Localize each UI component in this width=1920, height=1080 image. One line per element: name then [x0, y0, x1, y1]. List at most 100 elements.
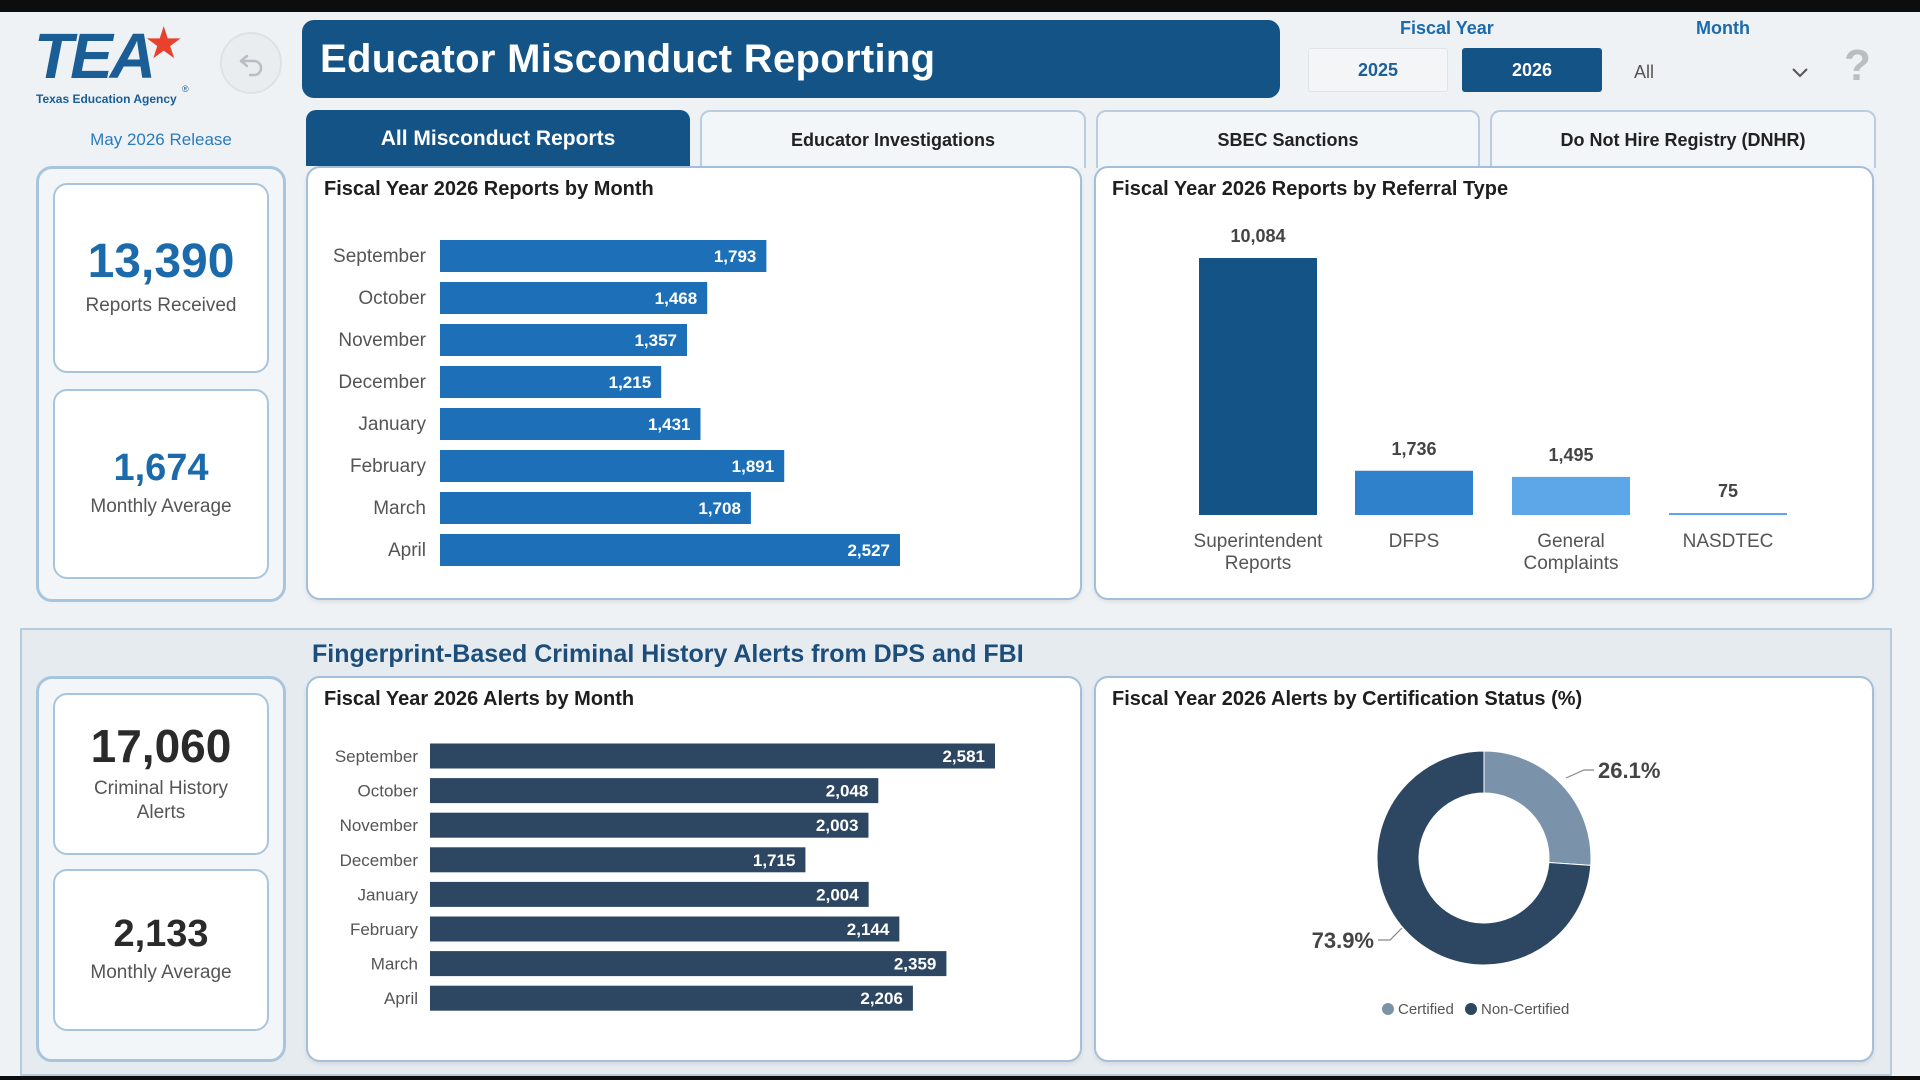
- reports-by-month-chart: September 1,793 October 1,468 November 1,357 D…: [333, 240, 900, 566]
- category-label: NASDTEC: [1683, 531, 1774, 552]
- bar[interactable]: [430, 881, 869, 907]
- data-label: 1,708: [698, 499, 741, 518]
- bar[interactable]: [440, 408, 701, 440]
- category-label: January: [358, 885, 419, 904]
- bar[interactable]: [1355, 470, 1473, 515]
- page-title: Educator Misconduct Reporting: [320, 36, 936, 81]
- logo-wordmark: TEA: [34, 20, 156, 92]
- category-label: March: [371, 955, 418, 974]
- bar[interactable]: [430, 847, 806, 873]
- bar[interactable]: [440, 492, 751, 524]
- bar[interactable]: [1512, 476, 1630, 515]
- bar[interactable]: [440, 240, 767, 272]
- category-label: April: [388, 540, 426, 561]
- alerts-monthly-average-card: 2,133 Monthly Average: [53, 869, 269, 1031]
- reports-received-card: 13,390 Reports Received: [53, 183, 269, 373]
- bar[interactable]: [430, 812, 869, 838]
- bar[interactable]: [1199, 258, 1317, 515]
- bar[interactable]: [440, 450, 785, 482]
- bar[interactable]: [440, 324, 688, 356]
- page-title-bar: Educator Misconduct Reporting: [302, 20, 1280, 98]
- data-label: 1,431: [648, 415, 691, 434]
- tab-do-not-hire-registry[interactable]: Do Not Hire Registry (DNHR): [1490, 110, 1876, 168]
- alerts-by-month-title: Fiscal Year 2026 Alerts by Month: [324, 688, 635, 710]
- reports-monthly-average-value: 1,674: [113, 447, 209, 490]
- fiscal-year-label: Fiscal Year: [1400, 18, 1494, 38]
- reports-kpi-panel: 13,390 Reports Received 1,674 Monthly Av…: [36, 166, 286, 602]
- reports-by-referral-card: Fiscal Year 2026 Reports by Referral Typ…: [1094, 166, 1874, 600]
- bar[interactable]: [430, 743, 995, 769]
- category-label: January: [358, 414, 426, 435]
- reports-by-month-card: Fiscal Year 2026 Reports by Month Septem…: [306, 166, 1082, 600]
- reports-by-referral-chart: 10,084 Superintendent Reports 1,736 DFPS 1,49…: [1194, 226, 1787, 574]
- back-arrow-icon: [239, 54, 263, 77]
- category-label: September: [335, 747, 418, 766]
- alerts-monthly-average-value: 2,133: [113, 913, 209, 956]
- alerts-by-month-chart: September 2,581 October 2,048 November 2,003 D…: [335, 743, 995, 1011]
- category-label: December: [340, 851, 419, 870]
- category-label: February: [350, 920, 419, 939]
- alerts-monthly-average-label: Monthly Average: [90, 962, 232, 984]
- data-label: 1,891: [732, 457, 775, 476]
- fiscal-year-2026-button[interactable]: 2026: [1462, 48, 1602, 92]
- category-label: November: [338, 330, 426, 351]
- logo-registered-mark: ®: [182, 84, 189, 94]
- reports-received-value: 13,390: [87, 235, 235, 289]
- bar[interactable]: [1669, 513, 1787, 515]
- release-label: May 2026 Release: [90, 130, 232, 149]
- donut-slice[interactable]: [1483, 750, 1592, 866]
- legend-label: Certified: [1398, 1001, 1454, 1018]
- data-label: 2,527: [847, 541, 890, 560]
- category-label: General Complaints: [1523, 531, 1618, 574]
- bar[interactable]: [440, 366, 662, 398]
- criminal-history-alerts-card: 17,060 Criminal History Alerts: [53, 693, 269, 855]
- criminal-history-section-title: Fingerprint-Based Criminal History Alert…: [312, 640, 1024, 668]
- month-dropdown[interactable]: All: [1622, 52, 1822, 92]
- month-dropdown-value: All: [1634, 61, 1655, 82]
- tab-all-misconduct-reports[interactable]: All Misconduct Reports: [306, 110, 690, 166]
- data-label: 26.1%: [1598, 758, 1660, 783]
- help-icon[interactable]: ?: [1844, 41, 1871, 90]
- category-label: Superintendent Reports: [1194, 531, 1324, 574]
- data-label: 2,206: [860, 989, 903, 1008]
- category-label: November: [340, 816, 419, 835]
- bar[interactable]: [430, 951, 947, 977]
- category-label: October: [358, 782, 419, 801]
- leader-line: [1378, 927, 1403, 941]
- back-button[interactable]: [220, 32, 282, 94]
- category-label: March: [373, 498, 426, 519]
- dashboard: TEA ★ Texas Education Agency ® Educator …: [0, 12, 1920, 1076]
- category-label: DFPS: [1389, 531, 1440, 552]
- bar[interactable]: [440, 534, 900, 566]
- bar[interactable]: [430, 916, 900, 942]
- tab-educator-investigations[interactable]: Educator Investigations: [700, 110, 1086, 168]
- data-label: 1,357: [634, 331, 677, 350]
- data-label: 2,144: [847, 920, 890, 939]
- fiscal-year-2025-button[interactable]: 2025: [1308, 48, 1448, 92]
- leader-line: [1565, 769, 1594, 779]
- bar[interactable]: [430, 985, 913, 1011]
- bar[interactable]: [440, 282, 708, 314]
- data-label: 75: [1718, 481, 1738, 501]
- chevron-down-icon: [1792, 68, 1808, 78]
- bar[interactable]: [430, 778, 879, 804]
- reports-received-label: Reports Received: [85, 295, 237, 317]
- reports-by-referral-title: Fiscal Year 2026 Reports by Referral Typ…: [1112, 178, 1509, 200]
- reports-monthly-average-label: Monthly Average: [90, 496, 232, 518]
- criminal-history-alerts-label: Criminal History Alerts: [93, 778, 229, 823]
- legend-swatch: [1465, 1003, 1477, 1015]
- data-label: 73.9%: [1312, 928, 1374, 953]
- data-label: 1,736: [1391, 439, 1436, 459]
- data-label: 2,359: [894, 955, 937, 974]
- donut-slice[interactable]: [1376, 750, 1592, 966]
- data-label: 1,468: [655, 289, 698, 308]
- category-label: December: [338, 372, 426, 393]
- logo-star-icon: ★: [144, 19, 184, 68]
- data-label: 1,715: [753, 851, 796, 870]
- data-label: 1,495: [1548, 445, 1593, 465]
- data-label: 2,048: [826, 782, 869, 801]
- data-label: 2,003: [816, 816, 859, 835]
- alerts-kpi-panel: 17,060 Criminal History Alerts 2,133 Mon…: [36, 676, 286, 1062]
- tab-sbec-sanctions[interactable]: SBEC Sanctions: [1096, 110, 1480, 168]
- legend-swatch: [1382, 1003, 1394, 1015]
